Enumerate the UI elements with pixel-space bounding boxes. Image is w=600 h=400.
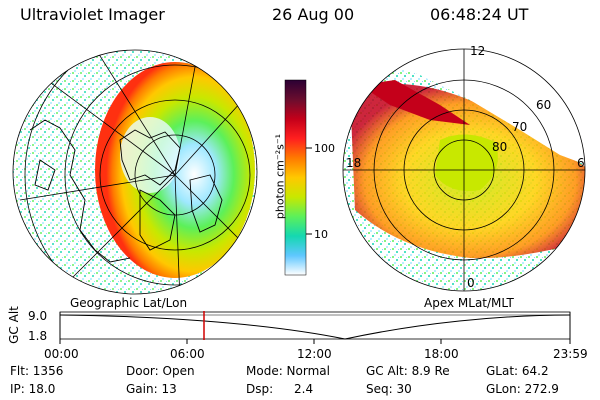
status-door: Door: Open [126,364,195,378]
mlt-label-12: 12 [470,44,486,58]
mlt-label-6: 6 [577,156,585,170]
mlt-grid [342,48,586,292]
status-gc-alt: GC Alt: 8.9 Re [366,364,450,378]
colorbar-tick-100: 100 [314,142,335,155]
app-title: Ultraviolet Imager [20,5,165,24]
mlt-label-18: 18 [346,156,362,170]
timeline-axis-title: GC Alt [7,306,21,344]
status-dsp-value: 2.4 [294,382,314,396]
status-gain: Gain: 13 [126,382,177,396]
timeline-xtick-0000: 00:00 [44,347,79,361]
timeline-xtick-0600: 06:00 [170,347,205,361]
timeline-ytick-high: 9.0 [28,309,48,323]
status-glon: GLon: 272.9 [486,382,559,396]
mlt-label-0: 0 [467,276,475,290]
timeline-xtick-1200: 12:00 [297,347,332,361]
mlat-label-80: 80 [492,140,508,154]
left-panel-label: Geographic Lat/Lon [70,296,188,310]
status-mode: Mode: Normal [246,364,330,378]
timeline-xtick-2359: 23:59 [553,347,588,361]
timeline-xtick-1800: 18:00 [424,347,459,361]
mlat-label-70: 70 [512,120,528,134]
colorbar-unit-label: photon cm⁻²s⁻¹ [273,133,287,220]
status-dsp-label: Dsp: [246,382,274,396]
colorbar-tick-10: 10 [314,228,328,241]
colorbar [284,79,312,276]
coastline-outline [29,119,223,263]
right-panel-label: Apex MLat/MLT [424,296,514,310]
geographic-disk-border [12,49,258,295]
status-ip: IP: 18.0 [10,382,56,396]
status-seq: Seq: 30 [366,382,412,396]
orbit-timeline [59,311,571,344]
status-flight: Flt: 1356 [10,364,64,378]
mlat-label-60: 60 [536,98,552,112]
timeline-ytick-low: 1.8 [28,329,48,343]
status-glat: GLat: 64.2 [486,364,549,378]
header-time: 06:48:24 UT [430,5,529,24]
header-date: 26 Aug 00 [272,5,355,24]
